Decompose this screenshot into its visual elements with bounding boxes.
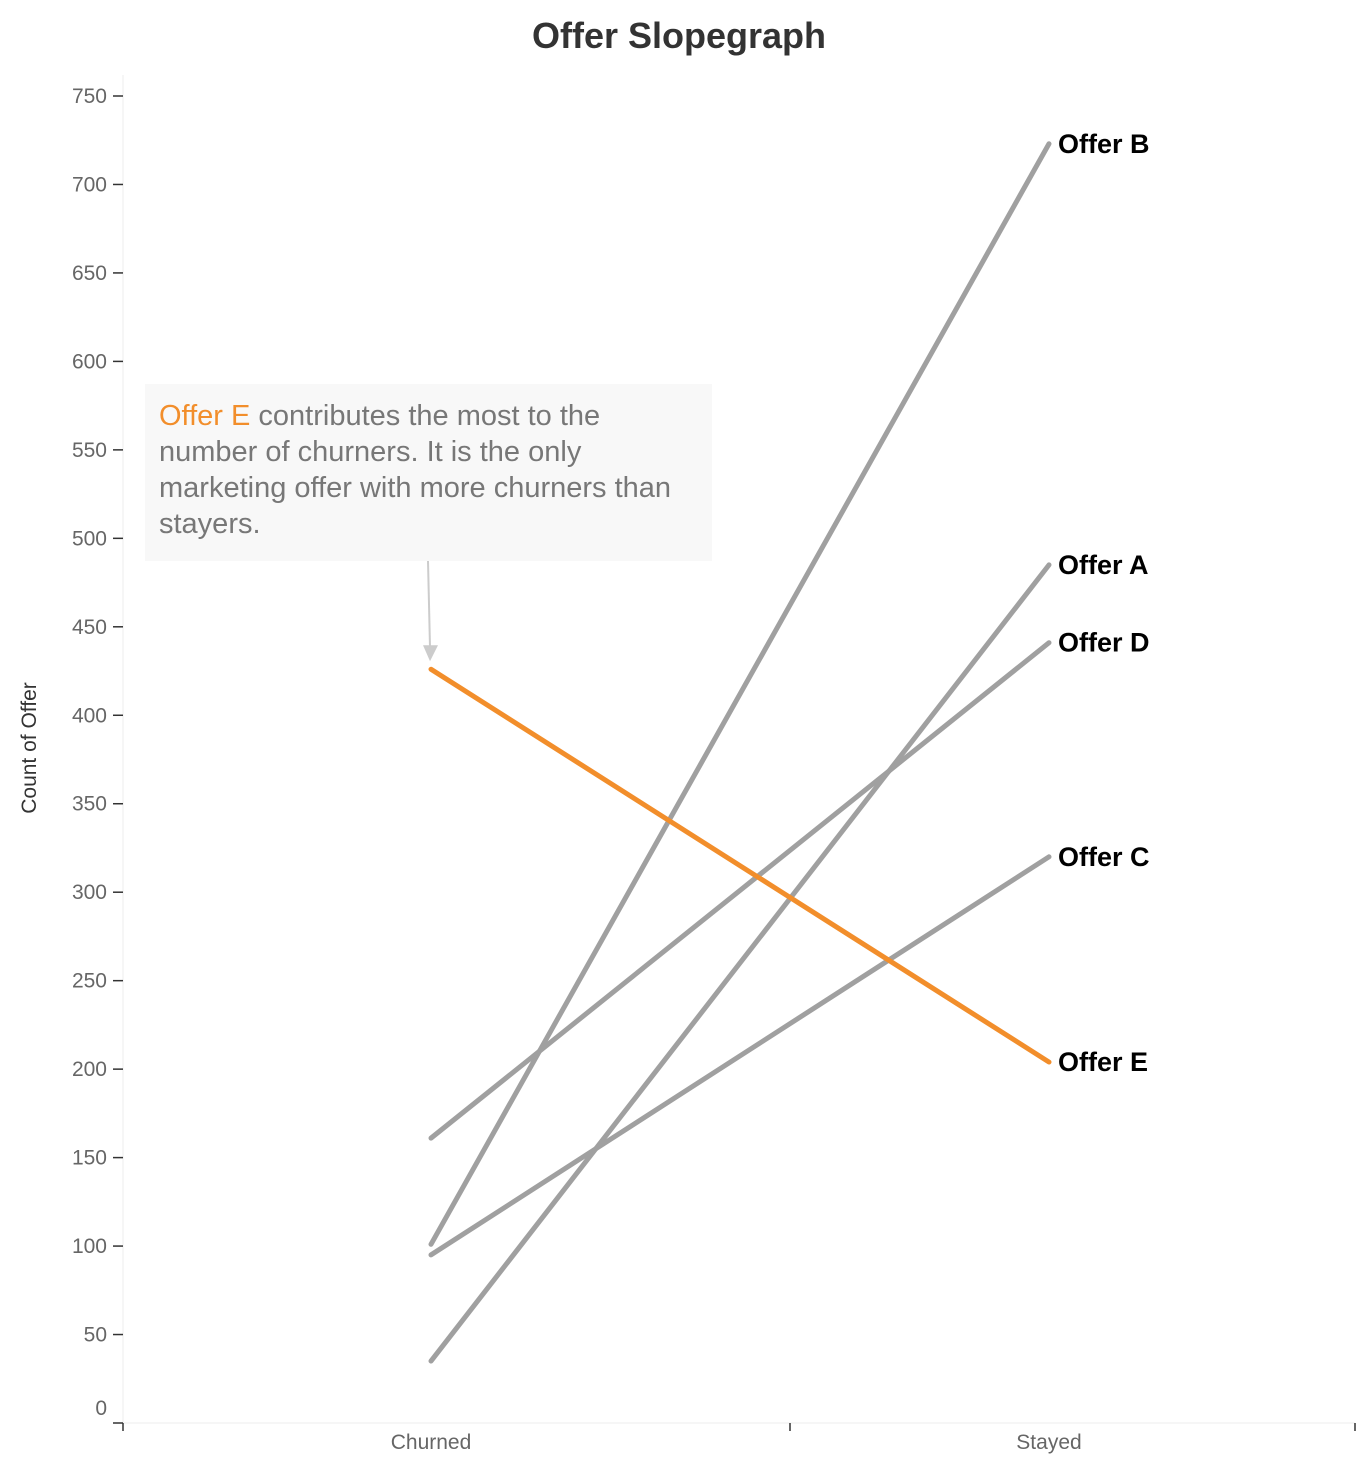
series-line-offer-c [428, 854, 1052, 1258]
y-axis-title: Count of Offer [18, 682, 41, 814]
series-lines [428, 141, 1052, 1364]
annotation-highlight: Offer E [159, 400, 251, 432]
y-tick-label: 0 [95, 1397, 107, 1420]
y-tick-label: 550 [72, 439, 107, 462]
y-tick-label: 450 [72, 616, 107, 639]
series-label-offer-b: Offer B [1058, 129, 1150, 159]
plot-frame [122, 75, 1355, 1424]
annotation-arrow [423, 560, 438, 662]
annotation-arrow-line [427, 560, 431, 648]
series-labels: Offer B Offer A Offer D Offer C Offer E [1058, 129, 1150, 1077]
y-tick-label: 250 [72, 970, 107, 993]
y-tick-label: 200 [72, 1058, 107, 1081]
x-axis: Churned Stayed [122, 1423, 1356, 1454]
x-tick-label: Churned [391, 1431, 472, 1454]
annotation-arrow-head [423, 645, 438, 662]
y-tick-label: 100 [72, 1235, 107, 1258]
y-tick-label: 300 [72, 881, 107, 904]
y-tick-label: 650 [72, 262, 107, 285]
y-axis: 0 50 100 150 200 250 300 350 400 450 500 550 600 650 7… [72, 85, 123, 1424]
series-label-offer-d: Offer D [1058, 628, 1150, 658]
x-tick-label: Stayed [1016, 1431, 1081, 1454]
chart-title: Offer Slopegraph [532, 15, 826, 56]
y-tick-label: 600 [72, 350, 107, 373]
annotation-text: contributes the most to the number of ch… [159, 400, 672, 540]
y-tick-label: 750 [72, 85, 107, 108]
y-tick-label: 350 [72, 793, 107, 816]
y-tick-label: 500 [72, 527, 107, 550]
y-tick-label: 700 [72, 173, 107, 196]
series-line-offer-d [428, 640, 1052, 1141]
y-tick-label: 400 [72, 704, 107, 727]
series-label-offer-c: Offer C [1058, 842, 1150, 872]
series-label-offer-a: Offer A [1058, 550, 1149, 580]
series-label-offer-e: Offer E [1058, 1047, 1148, 1077]
annotation-box: Offer E contributes the most to the numb… [145, 384, 712, 561]
y-tick-label: 150 [72, 1147, 107, 1170]
y-tick-label: 50 [84, 1324, 107, 1347]
series-line-offer-e [428, 666, 1052, 1065]
series-line-offer-b [428, 141, 1052, 1247]
series-line-offer-a [428, 562, 1052, 1364]
